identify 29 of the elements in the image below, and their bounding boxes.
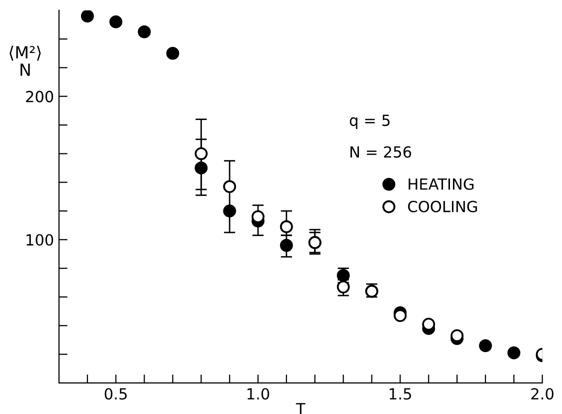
point (280, 220, 293, 234)
legend-label: HEATING (408, 178, 474, 190)
point (166, 46, 180, 60)
point (252, 210, 264, 224)
point (479, 339, 492, 352)
annotation: N = 256 (350, 146, 412, 158)
x-tick-label: 2.0 (531, 388, 554, 400)
y-tick-label: 100 (26, 234, 54, 246)
point (507, 346, 520, 360)
legend-label: COOLING (408, 200, 477, 212)
x-axis-title: T (296, 403, 306, 414)
point (194, 162, 208, 174)
point (336, 280, 350, 294)
x-tick-label: 1.5 (390, 388, 411, 400)
point (394, 309, 407, 322)
text: 0.5 (104, 388, 127, 400)
point (422, 318, 436, 331)
y-tick-label: 200 (26, 90, 54, 102)
annotation: q = 5 (350, 114, 390, 130)
point (223, 204, 236, 218)
point (450, 329, 464, 342)
point (280, 238, 293, 252)
x-tick-label: 1.0 (248, 388, 270, 400)
point (138, 25, 151, 38)
y-axis-title: ⟨M²⟩ N (10, 46, 41, 76)
point (80, 10, 94, 23)
point (223, 180, 236, 194)
point (194, 147, 208, 160)
point (109, 15, 122, 28)
